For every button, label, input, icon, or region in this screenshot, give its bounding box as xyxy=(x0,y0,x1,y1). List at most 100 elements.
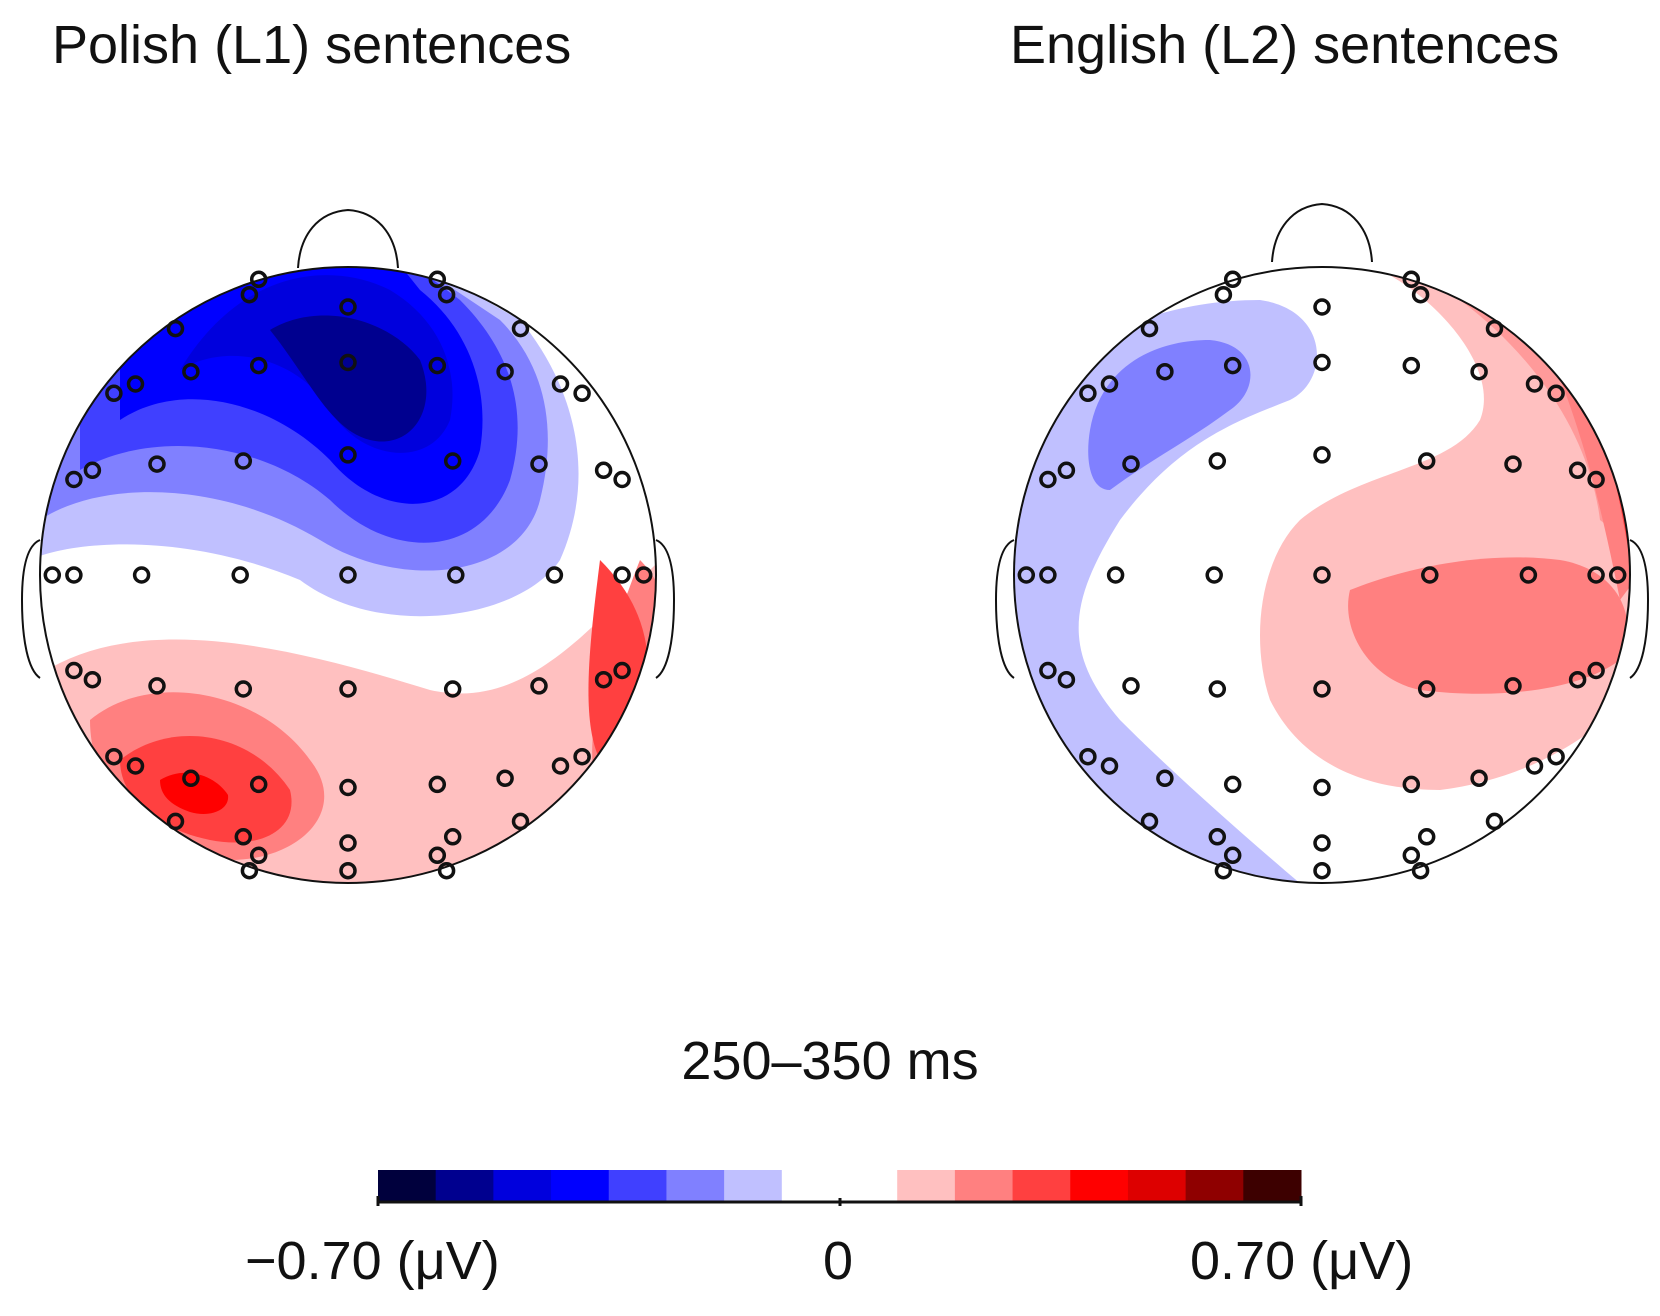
electrode-marker xyxy=(1156,769,1174,788)
electrode-marker xyxy=(1039,661,1057,680)
electrode-marker xyxy=(613,470,631,489)
electrode-marker xyxy=(594,670,613,689)
electrode-marker xyxy=(126,757,145,775)
colorbar-cell xyxy=(781,1170,840,1202)
electrode-marker xyxy=(339,298,357,316)
ear-right-left xyxy=(655,539,676,679)
electrode-marker xyxy=(511,812,530,831)
colorbar-cell xyxy=(1012,1170,1071,1202)
electrode-marker xyxy=(339,446,357,464)
colorbar-cell xyxy=(666,1170,725,1202)
electrode-marker xyxy=(1313,566,1331,584)
electrode-marker xyxy=(1402,270,1421,289)
electrode-marker xyxy=(511,319,530,338)
electrode-marker xyxy=(339,353,357,372)
electrode-marker xyxy=(443,828,462,846)
electrode-marker xyxy=(1417,680,1436,698)
electrode-marker xyxy=(182,769,200,788)
electrode-marker xyxy=(105,747,123,766)
electrode-marker xyxy=(240,861,259,880)
electrode-marker xyxy=(1417,452,1436,470)
electrode-marker xyxy=(613,566,631,584)
electrode-marker xyxy=(496,769,514,788)
electrode-marker xyxy=(1402,846,1421,865)
electrode-marker xyxy=(1122,677,1140,695)
colorbar-cell xyxy=(1127,1170,1187,1202)
head-map-english xyxy=(994,202,1650,884)
electrode-marker xyxy=(1208,828,1227,846)
colorbar-cell xyxy=(378,1170,437,1202)
electrode-marker xyxy=(1057,461,1076,480)
electrode-marker xyxy=(1411,861,1430,880)
electrode-marker xyxy=(1214,285,1233,304)
colorbar-cell xyxy=(493,1170,552,1202)
electrode-marker xyxy=(1411,285,1430,304)
colorbar-cell xyxy=(435,1170,494,1202)
colorbar-cell xyxy=(724,1170,783,1202)
ear-left-right xyxy=(994,539,1015,679)
electrode-marker xyxy=(1039,470,1057,489)
electrode-marker xyxy=(1587,470,1605,489)
electrode-marker xyxy=(1057,670,1076,689)
electrode-marker xyxy=(1485,812,1504,831)
electrode-marker xyxy=(83,670,102,689)
electrode-marker xyxy=(1205,566,1223,584)
ear-left-left xyxy=(20,539,41,679)
electrode-marker xyxy=(1223,775,1242,794)
head-map-polish xyxy=(20,208,676,884)
electrode-marker xyxy=(1402,356,1421,375)
electrode-marker xyxy=(249,356,268,375)
electrode-marker xyxy=(1402,775,1421,794)
electrode-marker xyxy=(428,270,447,289)
electrode-marker xyxy=(231,566,249,584)
electrode-marker xyxy=(1525,375,1544,393)
electrode-marker xyxy=(545,566,564,584)
electrode-marker xyxy=(1208,452,1227,470)
electrode-marker xyxy=(339,861,357,880)
time-window-label: 250–350 ms xyxy=(681,1031,979,1091)
electrode-marker xyxy=(1100,375,1119,393)
electrode-marker xyxy=(1417,828,1436,846)
electrode-marker xyxy=(126,375,145,393)
electrode-marker xyxy=(339,834,357,852)
electrode-marker xyxy=(148,677,166,695)
electrode-marker xyxy=(105,384,123,403)
electrode-marker xyxy=(428,775,447,794)
electrode-marker xyxy=(249,270,268,289)
colorbar-cell xyxy=(1243,1170,1302,1202)
electrode-marker xyxy=(1223,846,1242,865)
electrode-marker xyxy=(249,846,268,865)
electrode-marker xyxy=(437,285,456,304)
head-outline-right xyxy=(1013,266,1631,884)
colorbar-cell xyxy=(1185,1170,1244,1202)
electrode-marker xyxy=(573,384,591,403)
electrode-marker xyxy=(1608,566,1627,584)
colorbar-max-label: 0.70 (μV) xyxy=(1190,1231,1414,1291)
electrode-marker xyxy=(65,566,83,584)
electrode-marker xyxy=(573,747,591,766)
colorbar xyxy=(376,1170,1303,1206)
electrode-marker xyxy=(428,356,447,375)
electrode-marker xyxy=(1313,778,1331,797)
colorbar-cell xyxy=(608,1170,667,1202)
electrode-marker xyxy=(1313,353,1331,372)
electrode-marker xyxy=(339,778,357,797)
electrode-marker xyxy=(1223,356,1242,375)
electrode-marker xyxy=(83,461,102,480)
electrode-marker xyxy=(1122,455,1140,473)
colorbar-cell xyxy=(839,1170,898,1202)
electrode-marker xyxy=(447,566,465,584)
nose-right xyxy=(1271,202,1373,263)
electrode-marker xyxy=(530,455,548,473)
electrode-marker xyxy=(1587,566,1605,584)
panel-title-english: English (L2) sentences xyxy=(1010,15,1560,75)
electrode-marker xyxy=(1504,677,1522,695)
colorbar-mid-label: 0 xyxy=(823,1231,854,1291)
electrode-marker xyxy=(496,362,514,381)
electrode-marker xyxy=(1223,270,1242,289)
electrode-marker xyxy=(339,566,357,584)
electrode-marker xyxy=(1470,362,1488,381)
electrode-marker xyxy=(1140,319,1159,338)
electrode-marker xyxy=(1079,747,1097,766)
